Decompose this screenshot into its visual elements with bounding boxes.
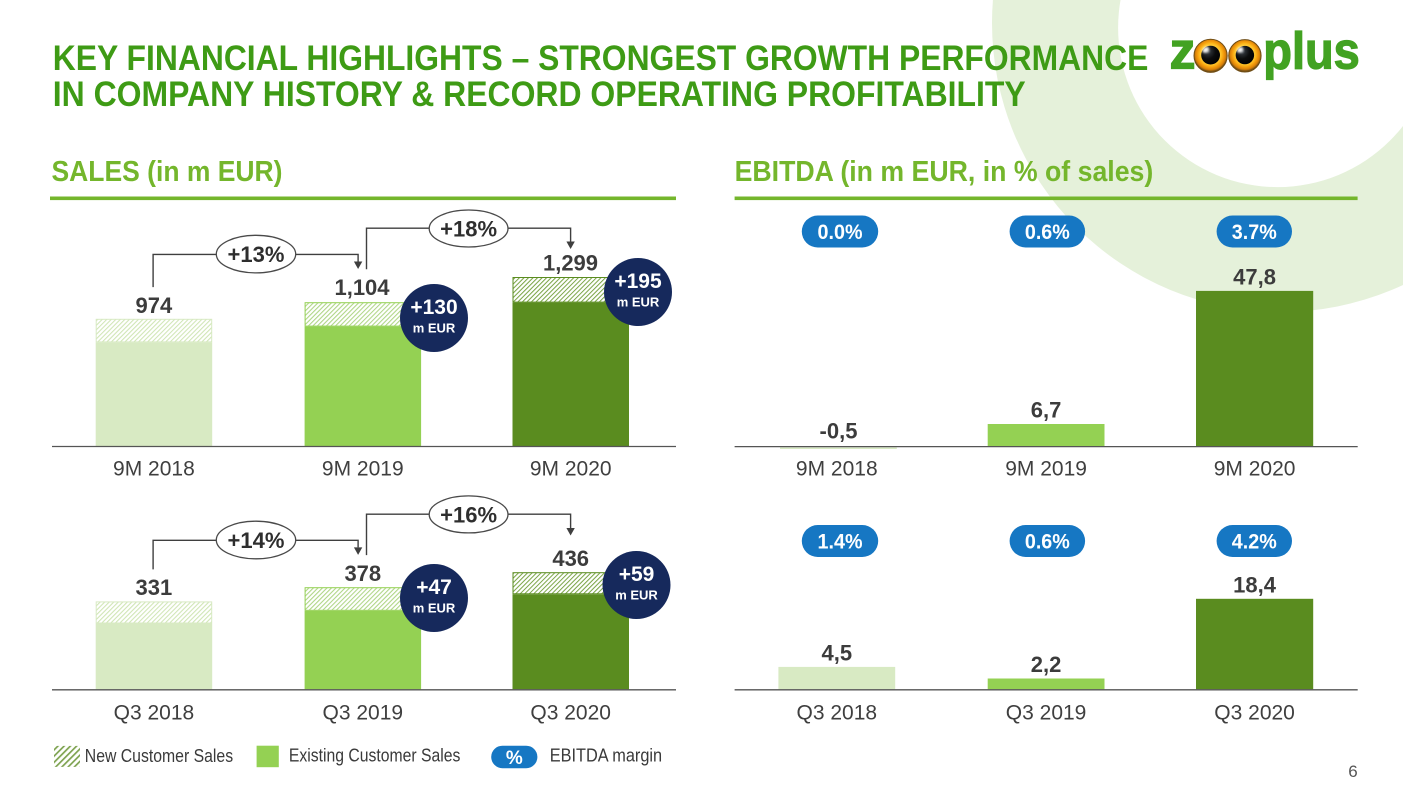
- svg-text:9M 2018: 9M 2018: [796, 458, 878, 481]
- svg-text:EBITDA (in m EUR, in % of sale: EBITDA (in m EUR, in % of sales): [735, 156, 1154, 188]
- svg-text:Q3 2018: Q3 2018: [797, 701, 878, 724]
- svg-text:1,299: 1,299: [543, 250, 598, 275]
- svg-text:Q3 2019: Q3 2019: [1006, 701, 1087, 724]
- svg-text:+18%: +18%: [440, 216, 497, 241]
- svg-text:Q3 2018: Q3 2018: [114, 701, 195, 724]
- svg-text:9M 2018: 9M 2018: [113, 458, 195, 481]
- svg-text:9M 2019: 9M 2019: [1005, 458, 1087, 481]
- svg-text:Q3 2020: Q3 2020: [1214, 701, 1295, 724]
- svg-text:3.7%: 3.7%: [1232, 221, 1277, 244]
- svg-text:+195: +195: [614, 270, 662, 293]
- svg-text:+13%: +13%: [228, 242, 285, 267]
- svg-text:Q3 2019: Q3 2019: [323, 701, 404, 724]
- svg-text:+130: +130: [410, 296, 457, 319]
- svg-text:Existing Customer Sales: Existing Customer Sales: [289, 746, 461, 766]
- svg-text:9M 2020: 9M 2020: [1214, 458, 1296, 481]
- svg-text:6,7: 6,7: [1031, 398, 1062, 423]
- svg-text:0.6%: 0.6%: [1025, 531, 1070, 554]
- svg-text:0.6%: 0.6%: [1025, 221, 1070, 244]
- svg-text:plus: plus: [1263, 23, 1360, 81]
- svg-text:SALES (in m EUR): SALES (in m EUR): [52, 156, 283, 188]
- svg-text:-0,5: -0,5: [820, 419, 858, 444]
- svg-text:47,8: 47,8: [1233, 265, 1276, 290]
- svg-text:1,104: 1,104: [334, 275, 390, 300]
- svg-text:New Customer Sales: New Customer Sales: [85, 746, 233, 766]
- svg-text:9M 2019: 9M 2019: [322, 458, 404, 481]
- svg-text:IN COMPANY HISTORY & RECORD OP: IN COMPANY HISTORY & RECORD OPERATING PR…: [53, 75, 1026, 114]
- svg-text:Q3 2020: Q3 2020: [530, 701, 611, 724]
- svg-text:436: 436: [552, 546, 589, 571]
- svg-text:4,5: 4,5: [822, 641, 853, 666]
- svg-text:331: 331: [136, 575, 173, 600]
- svg-text:m EUR: m EUR: [617, 295, 660, 310]
- svg-text:+59: +59: [619, 563, 655, 586]
- svg-text:9M 2020: 9M 2020: [530, 458, 612, 481]
- svg-text:+16%: +16%: [440, 502, 497, 527]
- svg-text:z: z: [1170, 23, 1196, 81]
- svg-text:18,4: 18,4: [1233, 572, 1277, 597]
- svg-text:2,2: 2,2: [1031, 652, 1062, 677]
- svg-text:0.0%: 0.0%: [818, 221, 863, 244]
- svg-text:%: %: [506, 748, 523, 769]
- svg-text:6: 6: [1348, 762, 1357, 781]
- svg-text:378: 378: [344, 561, 381, 586]
- svg-text:974: 974: [136, 293, 173, 318]
- svg-text:4.2%: 4.2%: [1232, 531, 1277, 554]
- svg-text:m EUR: m EUR: [413, 601, 456, 616]
- svg-text:+14%: +14%: [228, 528, 285, 553]
- svg-text:m EUR: m EUR: [413, 321, 456, 336]
- svg-text:+47: +47: [416, 576, 452, 599]
- svg-text:EBITDA margin: EBITDA margin: [550, 746, 662, 766]
- svg-text:KEY FINANCIAL HIGHLIGHTS – STR: KEY FINANCIAL HIGHLIGHTS – STRONGEST GRO…: [53, 39, 1149, 78]
- svg-text:m EUR: m EUR: [615, 588, 658, 603]
- svg-text:1.4%: 1.4%: [818, 531, 863, 554]
